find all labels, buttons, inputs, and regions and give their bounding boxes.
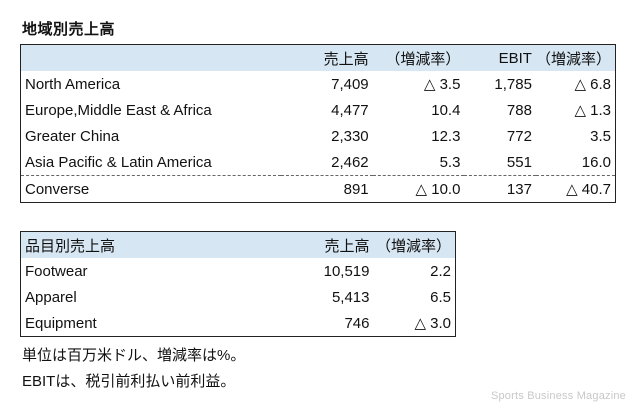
- unit-note: 単位は百万米ドル、増減率は%。: [22, 347, 246, 364]
- header-cell-sales: 売上高: [323, 50, 369, 68]
- ebit-change-value: △ 40.7: [535, 175, 616, 203]
- ebit-change-value: △ 1.3: [574, 102, 611, 119]
- product-label: Equipment: [25, 314, 97, 332]
- sales-change-value: 10.4: [431, 101, 461, 119]
- header-cell-sales: 売上高: [324, 237, 370, 255]
- product-sales-table: 品目別売上高 売上高 （増減率） Footwear 10,519 2.2 App…: [20, 231, 456, 337]
- sales-value: 2,462: [331, 153, 369, 171]
- table-row: Europe,Middle East & Africa 4,477 10.4 7…: [21, 97, 616, 123]
- sales-change-value: 2.2: [430, 262, 451, 280]
- sales-value: 10,519: [323, 262, 370, 280]
- sales-value: 746: [344, 314, 370, 332]
- table-row: Greater China 2,330 12.3 772 3.5: [21, 123, 616, 149]
- table-row: Apparel 5,413 6.5: [21, 284, 456, 310]
- ebit-value: 1,785: [494, 75, 532, 93]
- ebit-note: EBITは、税引前利払い前利益。: [22, 373, 236, 390]
- table-row: Asia Pacific & Latin America 2,462 5.3 5…: [21, 149, 616, 176]
- sales-change-value: 6.5: [430, 288, 451, 306]
- product-label: Apparel: [25, 288, 77, 306]
- table-row: Equipment 746 △ 3.0: [21, 310, 456, 337]
- sales-change-value: △ 3.5: [423, 76, 461, 93]
- region-label: Asia Pacific & Latin America: [25, 153, 212, 171]
- sales-change-value: 12.3: [431, 127, 461, 145]
- ebit-change-value: 3.5: [590, 127, 611, 145]
- sales-value: 891: [281, 175, 373, 203]
- table-header-row: 売上高 （増減率） EBIT （増減率）: [20, 44, 616, 72]
- page-title: 地域別売上高: [22, 21, 116, 38]
- sales-change-value: 5.3: [439, 153, 461, 171]
- sales-value: 7,409: [331, 75, 369, 93]
- ebit-change-value: △ 6.8: [574, 76, 611, 93]
- sales-change-value: △ 3.0: [414, 315, 451, 332]
- ebit-value: 788: [506, 101, 532, 119]
- ebit-value: 772: [506, 127, 532, 145]
- ebit-value: 551: [506, 153, 532, 171]
- table-row: Footwear 10,519 2.2: [21, 258, 456, 284]
- table-header-row: 品目別売上高 売上高 （増減率）: [20, 231, 456, 258]
- region-label: North America: [25, 75, 121, 93]
- sales-change-value: △ 10.0: [372, 175, 465, 203]
- region-sales-table: 売上高 （増減率） EBIT （増減率） North America 7,409…: [20, 44, 616, 203]
- header-cell-sales-change: （増減率）: [385, 50, 461, 68]
- sales-value: 2,330: [331, 127, 369, 145]
- table-row: North America 7,409 △ 3.5 1,785 △ 6.8: [21, 71, 616, 97]
- region-label: Europe,Middle East & Africa: [25, 101, 212, 119]
- sales-value: 5,413: [331, 288, 370, 306]
- ebit-change-value: 16.0: [581, 153, 611, 171]
- header-cell-ebit: EBIT: [498, 49, 532, 67]
- header-cell-sales-change: （増減率）: [375, 237, 451, 255]
- header-cell-product: 品目別売上高: [25, 237, 116, 255]
- table-row: Converse 891 △ 10.0 137 △ 40.7: [20, 175, 616, 203]
- region-label: Converse: [20, 175, 282, 203]
- header-cell-ebit-change: （増減率）: [535, 50, 611, 68]
- ebit-value: 137: [464, 175, 536, 203]
- sales-value: 4,477: [331, 101, 369, 119]
- region-label: Greater China: [25, 127, 120, 145]
- watermark-text: Sports Business Magazine: [490, 390, 626, 402]
- product-label: Footwear: [25, 262, 88, 280]
- header-cell-region: [21, 45, 282, 72]
